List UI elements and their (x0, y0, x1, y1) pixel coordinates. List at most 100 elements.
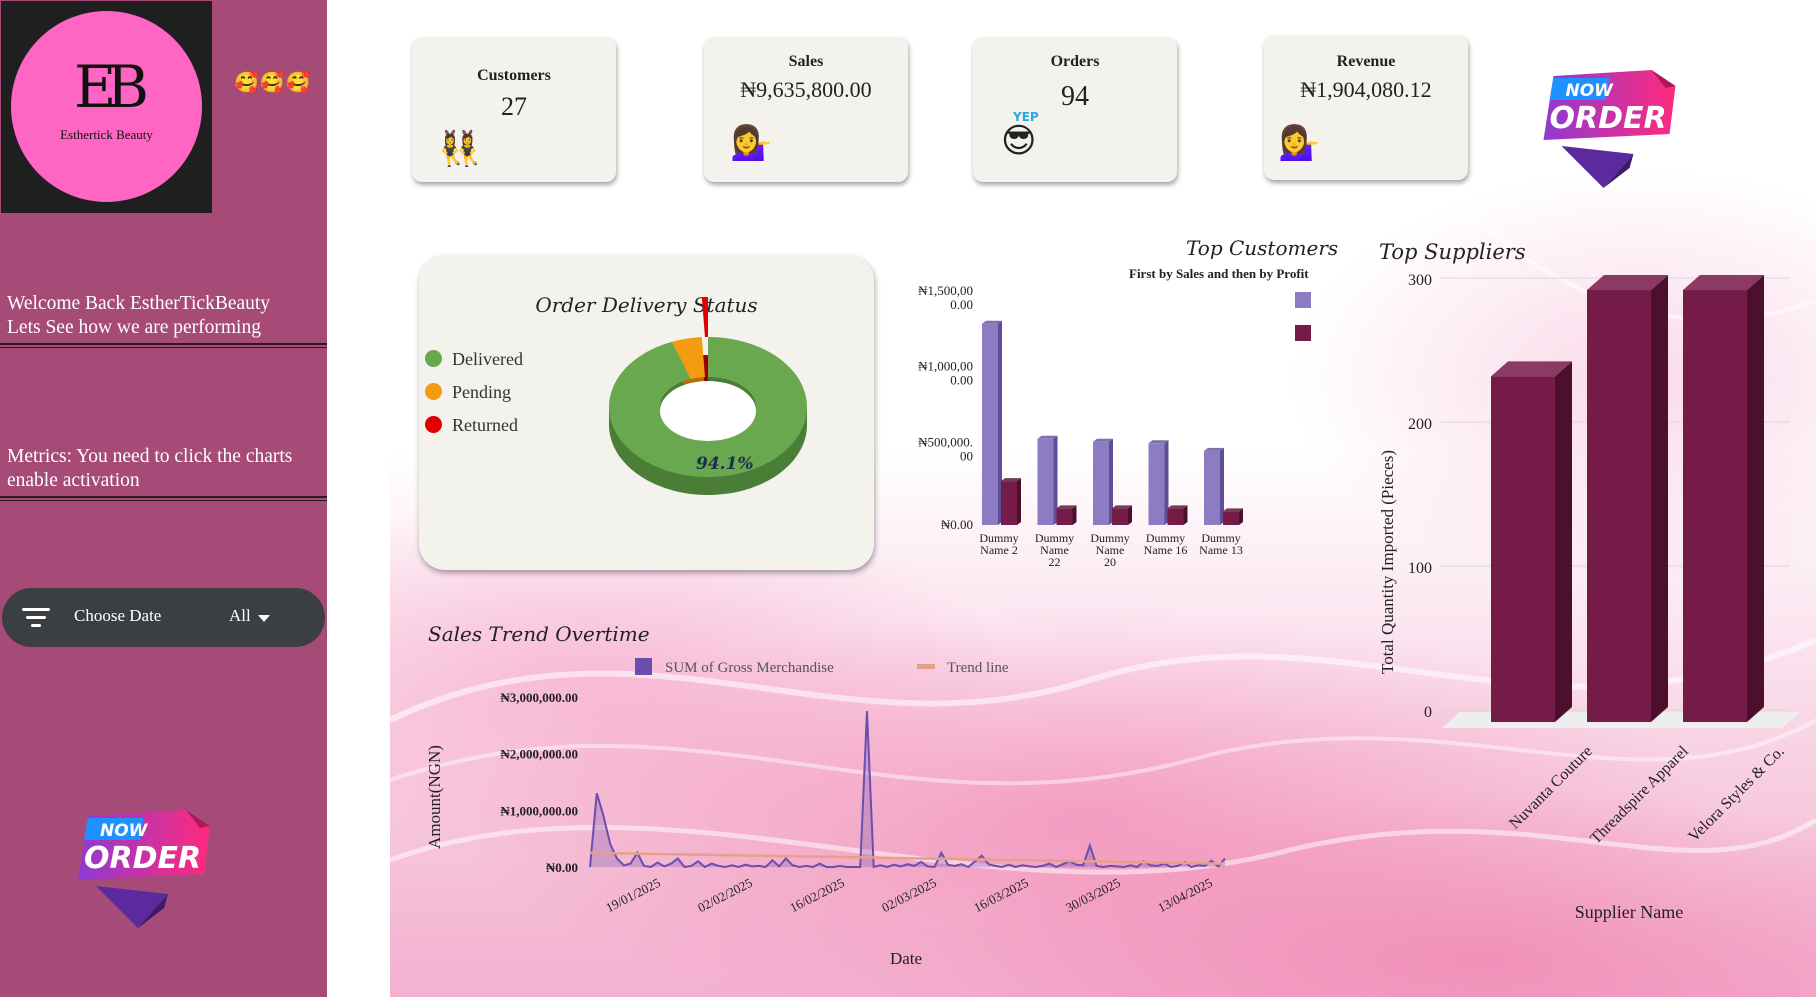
legend-swatch (425, 383, 442, 400)
bar-top (1093, 438, 1113, 442)
woman-tipping-hand-icon: 💁‍♀️ (1278, 123, 1321, 163)
love-emojis: 🥰🥰🥰 (234, 70, 312, 94)
legend-swatch (425, 350, 442, 367)
divider (0, 343, 327, 348)
bar-top (1056, 505, 1077, 509)
donut-slice-delivered (609, 337, 807, 477)
top-suppliers-chart[interactable]: 0 100 200 300 Total Quantity Imported (Piece… (1360, 270, 1816, 930)
x-tick-label: Name (1040, 543, 1069, 557)
sidebar: EB Esthertick Beauty 🥰🥰🥰 Welcome Back Es… (0, 0, 327, 997)
date-filter-label: Choose Date (74, 606, 162, 625)
now-label: NOW (100, 821, 149, 841)
x-tick-label: 20 (1104, 555, 1116, 569)
bar-side (1164, 440, 1169, 525)
bar-top (1204, 447, 1224, 451)
x-tick-label: Name 13 (1199, 543, 1243, 557)
bar-top (1683, 275, 1764, 290)
legend-swatch-trend (917, 664, 935, 669)
supplier-bar (1683, 290, 1747, 722)
bar-top (1167, 505, 1188, 509)
welcome-line-1: Welcome Back EstherTickBeauty (7, 293, 271, 314)
brand-logo-panel: EB Esthertick Beauty (1, 1, 212, 213)
legend-delivered[interactable]: Delivered (425, 349, 523, 370)
y-tick-label: 00 (960, 448, 973, 463)
legend-label: Pending (452, 382, 512, 402)
legend-returned[interactable]: Returned (425, 415, 518, 436)
y-tick-label: ₦0.00 (546, 860, 578, 875)
bar-top (1587, 275, 1668, 290)
bar-side (998, 320, 1002, 525)
logo-brand-name: Esthertick Beauty (60, 127, 153, 142)
legend-label: Delivered (452, 349, 523, 369)
kpi-title: Orders (1050, 53, 1100, 70)
metrics-hint-line-1: Metrics: You need to click the charts (7, 446, 293, 467)
gmv-area (590, 711, 1225, 867)
x-tick-label: 30/03/2025 (1063, 875, 1123, 915)
gmv-line (589, 711, 1226, 869)
x-tick-label: 02/02/2025 (695, 875, 755, 915)
profit-bar (1223, 511, 1239, 525)
profit-bar (1001, 481, 1017, 525)
kpi-customers-card[interactable]: Customers 27 👯‍♀️ (412, 37, 616, 182)
bar-top (1223, 508, 1243, 512)
legend-pending[interactable]: Pending (425, 382, 511, 403)
now-order-badge[interactable]: NOW ORDER (68, 806, 213, 931)
kpi-value: 94 (1061, 81, 1089, 112)
delivery-donut-chart[interactable]: 94.1% (605, 295, 815, 495)
kpi-title: Revenue (1336, 53, 1396, 70)
bar-side (1072, 505, 1077, 525)
logo-monogram: EB (74, 53, 149, 121)
donut-hole (660, 381, 756, 441)
y-tick-label: 200 (1408, 416, 1432, 433)
kpi-value: ₦1,904,080.12 (1300, 77, 1432, 102)
profit-bar (1112, 508, 1128, 525)
x-tick-label: Threadspire Apparel (1587, 742, 1692, 847)
x-tick-label: Name 2 (980, 543, 1018, 557)
bar-top (1491, 361, 1572, 377)
x-tick-label: Nuvanta Couture (1506, 743, 1596, 833)
kpi-sales-card[interactable]: Sales ₦9,635,800.00 💁‍♀️ (704, 37, 908, 182)
brand-logo: EB Esthertick Beauty (11, 11, 202, 202)
sales-bar (1204, 450, 1220, 525)
chart-title: Sales Trend Overtime (428, 622, 650, 646)
kpi-orders-card[interactable]: Orders 94 YEP 😎 (973, 37, 1177, 182)
chevron-down-icon[interactable] (258, 615, 270, 622)
y-tick-label: 0 (1424, 704, 1432, 721)
kpi-value: 27 (501, 92, 527, 121)
legend-swatch (425, 416, 442, 433)
order-delivery-status-card[interactable]: Order Delivery Status Delivered Pending … (419, 255, 874, 570)
bar-top (982, 320, 1002, 324)
sales-trend-chart[interactable]: SUM of Gross Merchandise Trend line ₦0.00 ₦… (420, 650, 1240, 980)
kpi-revenue-card[interactable]: Revenue ₦1,904,080.12 💁‍♀️ (1264, 35, 1468, 180)
legend-swatch-gmv (635, 658, 652, 675)
x-tick-label: Velora Styles & Co. (1685, 743, 1788, 846)
yep-caption: YEP (1013, 110, 1039, 124)
sales-bar (1037, 438, 1054, 525)
metrics-hint-line-2: enable activation (7, 470, 140, 491)
legend-swatch-sales (1295, 292, 1311, 308)
bar-side (1220, 447, 1224, 525)
woman-tipping-hand-icon: 💁‍♀️ (730, 123, 773, 163)
date-filter-slicer[interactable]: Choose Date All (2, 588, 325, 647)
top-customers-chart[interactable]: ₦0.00₦500,000.00₦1,000,000.00₦1,500,000.… (890, 280, 1340, 590)
sales-bar (982, 323, 998, 525)
now-order-badge[interactable]: NOW ORDER (1532, 66, 1680, 191)
y-tick-label: ₦500,000. (918, 434, 973, 449)
donut-data-label: 94.1% (696, 454, 754, 474)
legend-swatch-profit (1295, 325, 1311, 341)
now-order-graphic: NOW ORDER (78, 810, 210, 928)
legend-label: Trend line (947, 660, 1009, 676)
x-tick-label: Dummy (1146, 531, 1185, 545)
sales-bar (1148, 443, 1165, 525)
kpi-title: Customers (477, 67, 551, 84)
bar-side (1183, 505, 1188, 525)
order-label: ORDER (1550, 101, 1667, 136)
donut-slice-returned (701, 297, 708, 338)
bar-side (1109, 438, 1113, 525)
x-tick-label: 13/04/2025 (1155, 875, 1215, 915)
y-tick-label: ₦0.00 (941, 517, 973, 532)
bar-top (1001, 478, 1021, 482)
x-tick-label: Dummy (979, 531, 1018, 545)
date-filter-value[interactable]: All (229, 606, 251, 625)
y-tick-label: 0.00 (950, 373, 973, 388)
